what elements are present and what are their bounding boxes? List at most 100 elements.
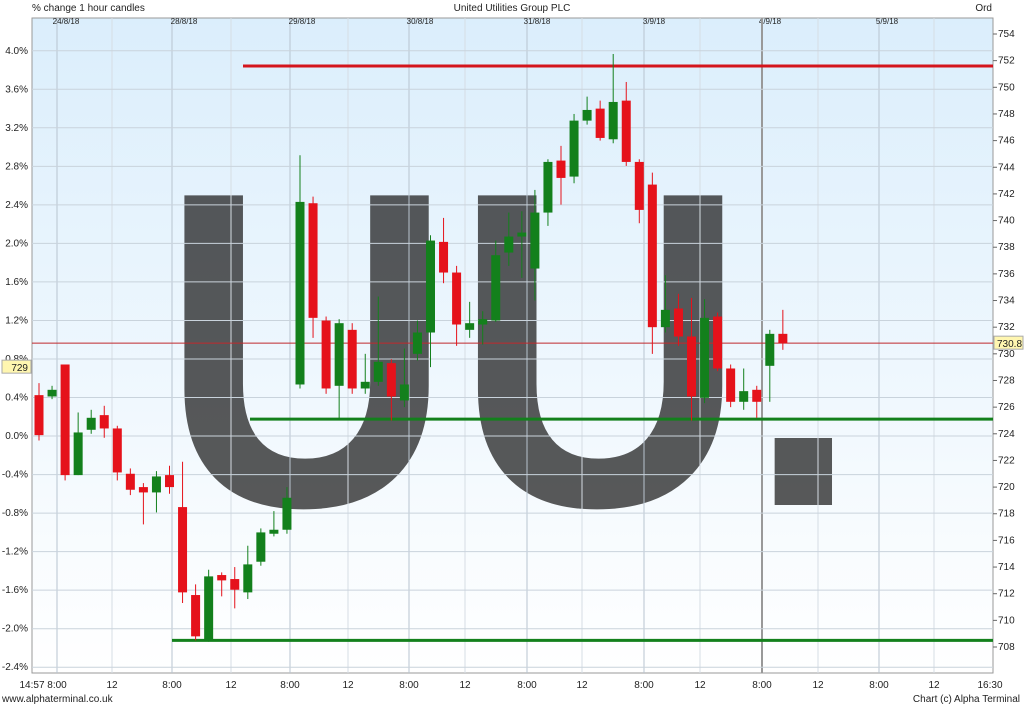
candle-body	[191, 595, 201, 637]
y-tick-label: 2.0%	[5, 238, 28, 249]
plot-area	[31, 17, 994, 674]
candle-body	[178, 507, 188, 593]
candle-body	[308, 203, 318, 318]
y2-tick-label: 730	[998, 349, 1015, 360]
candle-body	[204, 576, 214, 641]
candle-body	[621, 100, 631, 162]
y2-tick-label: 744	[998, 162, 1015, 173]
candle-body	[634, 161, 644, 210]
candle-body	[608, 101, 618, 140]
candle-body	[647, 184, 657, 328]
chart-title: United Utilities Group PLC	[454, 3, 571, 14]
candle-body	[230, 579, 240, 590]
candle-body	[426, 240, 435, 333]
y2-tick-label: 718	[998, 509, 1015, 520]
y2-tick-label: 714	[998, 562, 1015, 573]
x-tick-label: 8:00	[869, 680, 889, 691]
y-tick-label: -2.4%	[2, 662, 28, 673]
y-tick-label: 1.2%	[5, 315, 28, 326]
y-tick-label: 3.6%	[5, 84, 28, 95]
x-tick-label: 14:57	[19, 680, 44, 691]
y2-tick-label: 724	[998, 429, 1015, 440]
last-price-box	[993, 335, 1024, 350]
candle-body	[112, 428, 122, 473]
x-tick-label: 8:00	[752, 680, 772, 691]
y-tick-label: -1.2%	[2, 547, 28, 558]
share-class: Ord	[975, 3, 992, 14]
candle-body	[752, 389, 762, 402]
y-tick-label: 3.2%	[5, 123, 28, 134]
candle-body	[687, 336, 696, 397]
x-tick-label: 12	[576, 680, 588, 691]
candle-body	[347, 329, 357, 389]
candle-body	[556, 160, 566, 178]
x-tick-label: 12	[342, 680, 354, 691]
candle-body	[295, 201, 305, 385]
candle-body	[386, 363, 396, 397]
date-label: 4/9/18	[759, 17, 782, 26]
candle-body	[399, 384, 409, 401]
candle-body	[138, 487, 148, 493]
y-tick-label: -1.6%	[2, 585, 28, 596]
y2-tick-label: 712	[998, 589, 1015, 600]
x-tick-label: 16:30	[977, 680, 1002, 691]
x-tick-label: 12	[225, 680, 237, 691]
candle-body	[504, 236, 514, 253]
y2-tick-label: 728	[998, 375, 1015, 386]
y2-tick-label: 732	[998, 322, 1015, 333]
candle-body	[517, 232, 527, 237]
y-tick-label: -0.8%	[2, 508, 28, 519]
ref-price-label: 729	[11, 363, 28, 374]
x-tick-label: 12	[459, 680, 471, 691]
date-label: 28/8/18	[171, 17, 198, 26]
candle-body	[673, 308, 683, 337]
y2-tick-label: 752	[998, 56, 1015, 67]
candle-body	[165, 475, 174, 488]
chart-subtitle: % change 1 hour candles	[32, 3, 145, 14]
y2-tick-label: 750	[998, 82, 1015, 93]
y2-tick-label: 708	[998, 642, 1015, 653]
y-tick-label: -2.0%	[2, 624, 28, 635]
y2-tick-label: 720	[998, 482, 1015, 493]
candle-body	[282, 497, 292, 530]
y2-tick-label: 716	[998, 535, 1015, 546]
y-tick-label: 2.8%	[5, 161, 28, 172]
y2-tick-label: 736	[998, 269, 1015, 280]
y2-tick-label: 740	[998, 216, 1015, 227]
x-tick-label: 8:00	[634, 680, 654, 691]
y-tick-label: 4.0%	[5, 46, 28, 57]
y2-tick-label: 746	[998, 136, 1015, 147]
date-label: 30/8/18	[407, 17, 434, 26]
candle-body	[269, 529, 279, 534]
candle-body	[60, 364, 70, 476]
candle-body	[99, 415, 109, 429]
footer-right: Chart (c) Alpha Terminal	[913, 694, 1020, 705]
y2-tick-label: 754	[998, 29, 1015, 40]
candle-body	[412, 332, 422, 354]
candle-body	[47, 389, 57, 397]
candle-body	[530, 212, 540, 269]
candle-body	[660, 309, 670, 328]
x-tick-label: 8:00	[399, 680, 419, 691]
candle-body	[217, 575, 227, 581]
y2-tick-label: 726	[998, 402, 1015, 413]
y-tick-label: 0.4%	[5, 393, 28, 404]
candle-body	[243, 564, 253, 593]
candle-body	[726, 368, 736, 402]
candle-body	[34, 395, 44, 436]
date-label: 31/8/18	[524, 17, 551, 26]
candle-body	[595, 108, 605, 138]
y2-tick-label: 748	[998, 109, 1015, 120]
y2-tick-label: 738	[998, 242, 1015, 253]
candle-body	[452, 272, 462, 325]
last-price-label: 730.8	[997, 339, 1022, 350]
x-tick-label: 12	[106, 680, 118, 691]
candle-body	[465, 323, 475, 330]
y-tick-label: -0.4%	[2, 470, 28, 481]
candle-body	[543, 161, 553, 213]
candle-body	[582, 109, 592, 121]
date-label: 3/9/18	[643, 17, 666, 26]
candle-body	[439, 241, 449, 273]
x-tick-label: 12	[812, 680, 824, 691]
